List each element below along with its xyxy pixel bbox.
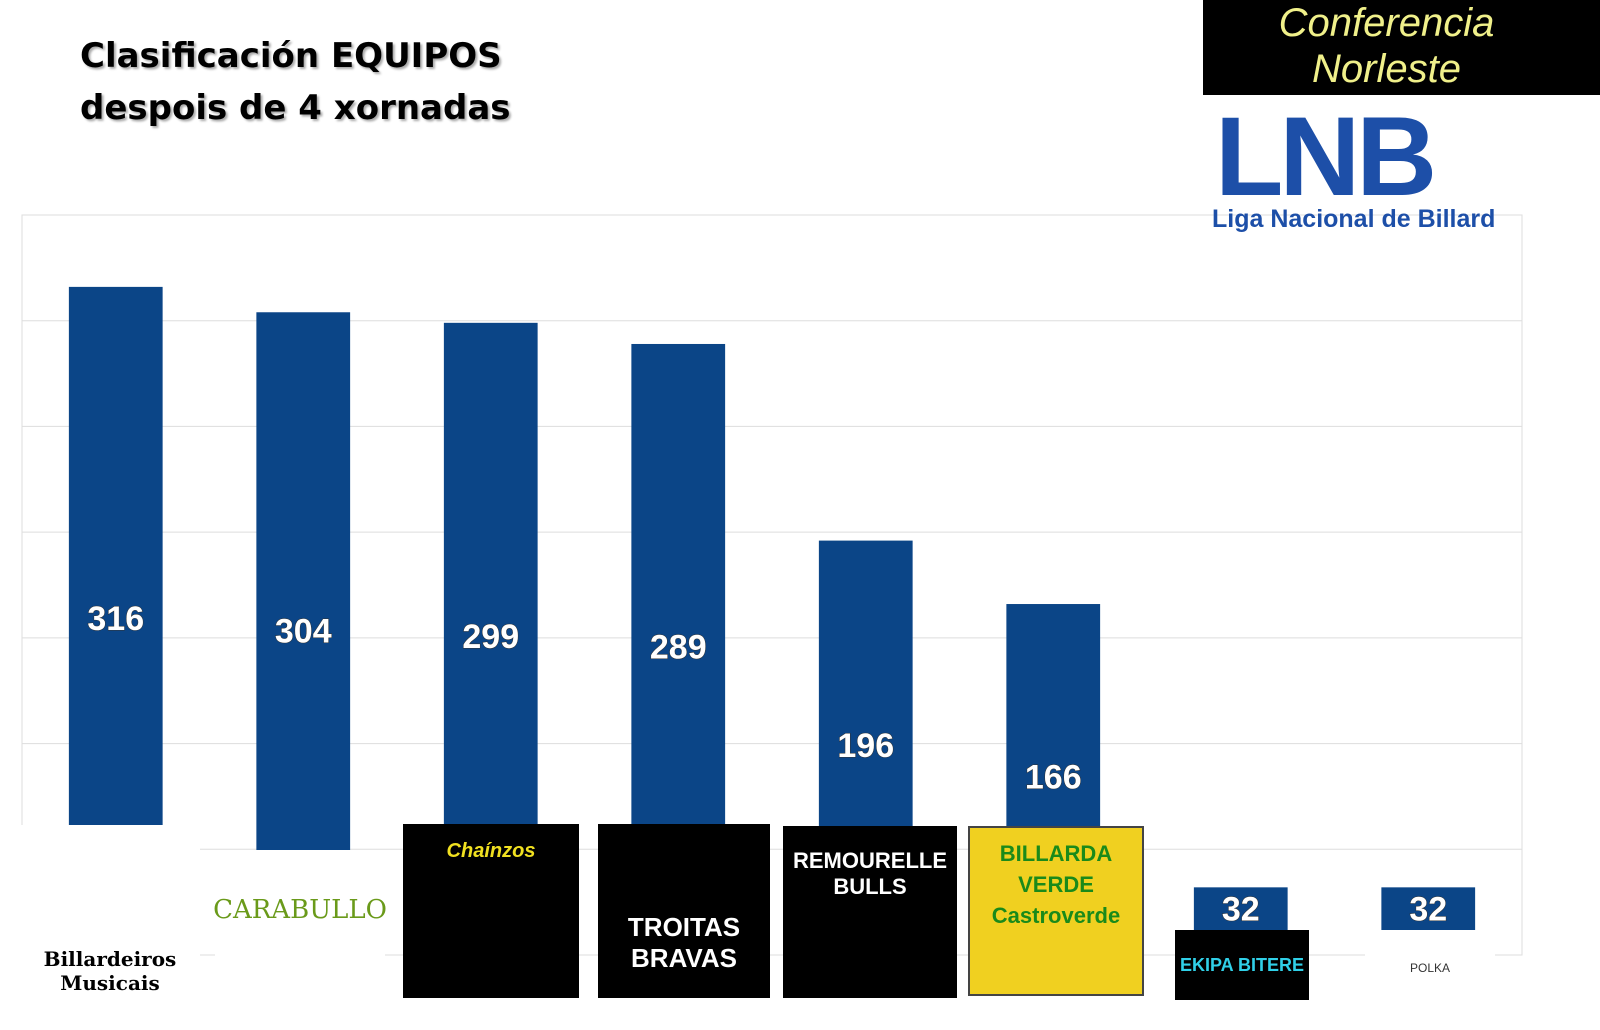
team-logo: POLKA (1365, 930, 1495, 1005)
title-block: Clasificación EQUIPOS despois de 4 xorna… (80, 30, 511, 134)
conference-banner: Conferencia Norleste (1203, 0, 1600, 95)
value-label: 299 (462, 618, 519, 656)
value-label: 304 (275, 613, 332, 651)
value-label: 32 (1409, 890, 1447, 928)
value-label: 289 (650, 628, 707, 666)
plot-area (21, 214, 1523, 956)
team-logo: TROITAS BRAVAS (598, 824, 770, 998)
chart-title: Clasificación EQUIPOS (80, 36, 502, 76)
team-logo: CARABULLO (213, 850, 387, 970)
value-label: 196 (837, 727, 894, 765)
bar (256, 312, 351, 955)
team-logo: Chaínzos (403, 824, 579, 998)
league-name: Liga Nacional de Billard (1212, 205, 1496, 233)
value-label: 166 (1025, 758, 1082, 796)
team-logo: REMOURELLE BULLS (783, 826, 957, 998)
value-label: 32 (1222, 890, 1260, 928)
team-logo: BILLARDA VERDE Castroverde (968, 826, 1144, 996)
team-logo: EKIPA BITERE (1175, 930, 1309, 1000)
chart-subtitle: despois de 4 xornadas (80, 88, 511, 128)
value-label: 316 (87, 600, 144, 638)
league-logo: LNB (1215, 94, 1437, 219)
team-logo: Billardeiros Musicais (20, 825, 200, 995)
